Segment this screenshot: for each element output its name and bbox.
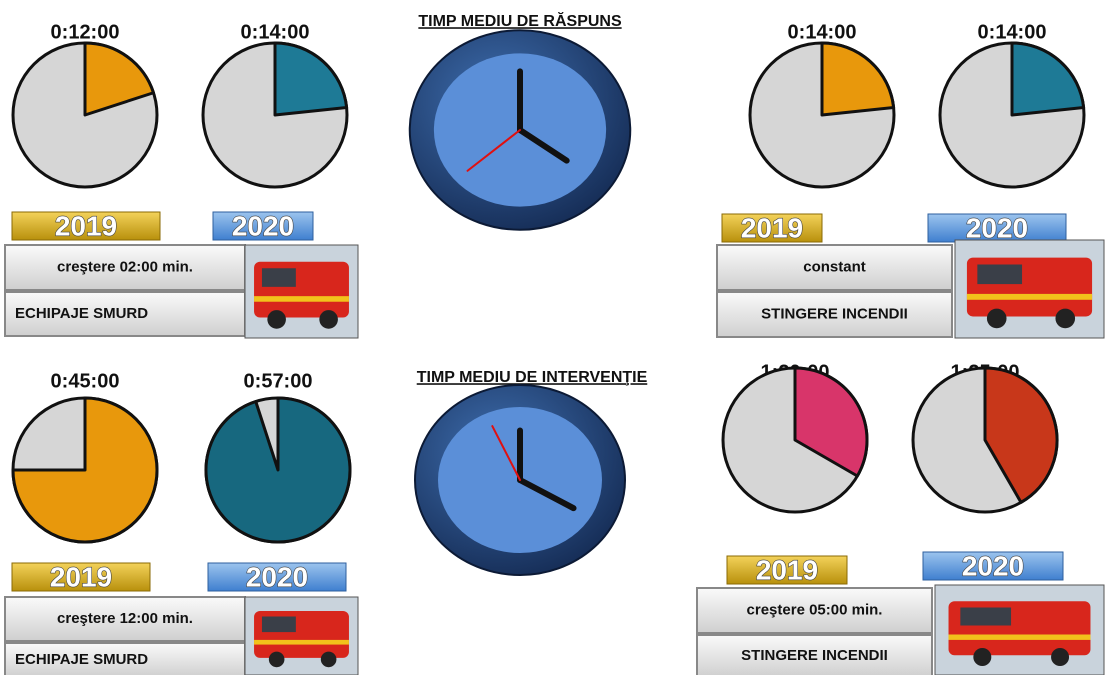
vehicle-wheel <box>319 310 338 329</box>
year-badge <box>11 211 161 241</box>
pie-slice <box>983 366 1059 504</box>
change-text: constant <box>803 258 866 275</box>
pie-slice <box>820 41 896 117</box>
change-box <box>696 587 933 634</box>
year-label: 2020 <box>232 210 294 241</box>
pie-label: 0:14:00 <box>241 21 310 43</box>
change-text: creştere 05:00 min. <box>747 601 883 618</box>
pie-slice <box>793 366 869 478</box>
vehicle-wheel <box>320 651 337 668</box>
clock-hand <box>517 127 570 164</box>
year-label: 2019 <box>50 561 112 592</box>
year-badge <box>927 213 1067 243</box>
year-label: 2019 <box>756 554 818 585</box>
year-badge <box>721 213 823 243</box>
year-badge <box>726 555 848 585</box>
service-box <box>696 634 933 675</box>
change-box <box>4 596 246 642</box>
clock-hand <box>491 425 521 481</box>
year-label: 2019 <box>55 210 117 241</box>
year-badge <box>922 551 1064 581</box>
vehicle-window <box>261 616 296 633</box>
service-text: STINGERE INCENDII <box>741 647 888 664</box>
vehicle-window <box>977 264 1023 285</box>
year-badge <box>11 562 151 592</box>
vehicle-stripe <box>254 639 349 645</box>
vehicle-wheel <box>268 651 285 668</box>
clock-hand <box>466 129 521 172</box>
pie-label: 0:14:00 <box>978 21 1047 43</box>
change-text: creştere 12:00 min. <box>57 610 193 627</box>
service-box <box>4 642 246 675</box>
year-label: 2020 <box>966 212 1028 243</box>
year-label: 2019 <box>741 212 803 243</box>
section-title: TIMP MEDIU DE RĂSPUNS <box>418 11 622 30</box>
pie-label: 0:12:00 <box>51 21 120 43</box>
pie-label: 0:14:00 <box>788 21 857 43</box>
pie-slice <box>11 396 159 544</box>
vehicle-window <box>960 607 1012 626</box>
vehicle-wheel <box>1055 308 1076 329</box>
vehicle-wheel <box>986 308 1007 329</box>
pie-slice <box>204 396 352 544</box>
vehicle-wheel <box>973 648 992 666</box>
service-text: ECHIPAJE SMURD <box>15 305 148 322</box>
section-title: TIMP MEDIU DE INTERVENŢIE <box>417 369 648 386</box>
vehicle-wheel <box>267 310 286 329</box>
pie-label: 0:57:00 <box>244 370 313 392</box>
vehicle-stripe <box>948 634 1091 640</box>
vehicle-stripe <box>254 296 349 302</box>
pie-slice <box>83 41 155 117</box>
pie-slice <box>1010 41 1086 117</box>
year-badge <box>207 562 347 592</box>
pie-slice <box>273 41 349 117</box>
pie-label: 0:45:00 <box>51 370 120 392</box>
vehicle-window <box>261 268 296 287</box>
change-text: creştere 02:00 min. <box>57 258 193 275</box>
service-text: STINGERE INCENDII <box>761 305 908 322</box>
vehicle-wheel <box>1051 648 1070 666</box>
service-box <box>716 291 953 338</box>
service-text: ECHIPAJE SMURD <box>15 651 148 668</box>
clock-hand <box>517 477 577 512</box>
year-label: 2020 <box>962 550 1024 581</box>
change-box <box>716 244 953 291</box>
year-badge <box>212 211 314 241</box>
year-label: 2020 <box>246 561 308 592</box>
vehicle-stripe <box>966 293 1093 300</box>
change-box <box>4 244 246 291</box>
